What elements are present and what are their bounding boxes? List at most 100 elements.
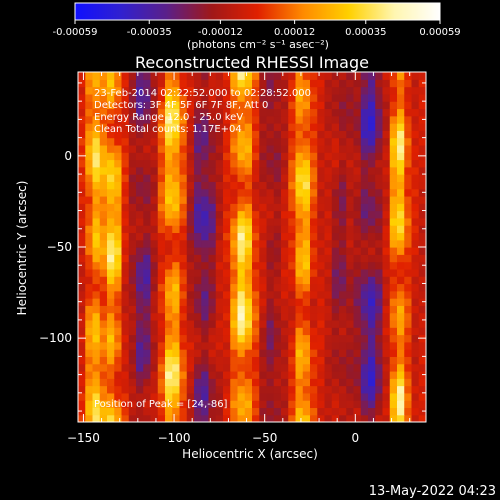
heatmap-cell bbox=[157, 137, 166, 146]
heatmap-cell bbox=[85, 137, 94, 146]
heatmap-cell bbox=[346, 414, 355, 422]
heatmap-cell bbox=[273, 407, 282, 416]
heatmap-cell bbox=[389, 159, 398, 168]
heatmap-cell bbox=[273, 152, 282, 161]
heatmap-cell bbox=[157, 72, 166, 80]
heatmap-cell bbox=[136, 195, 144, 204]
heatmap-cell bbox=[150, 407, 159, 416]
heatmap-cell bbox=[302, 72, 311, 80]
heatmap-cell bbox=[346, 174, 355, 182]
heatmap-cell bbox=[273, 327, 282, 336]
heatmap-cell bbox=[317, 385, 326, 394]
heatmap-cell bbox=[418, 101, 426, 110]
heatmap-cell bbox=[295, 407, 304, 416]
heatmap-cell bbox=[288, 210, 297, 219]
heatmap-cell bbox=[143, 349, 152, 357]
heatmap-cell bbox=[353, 276, 362, 285]
heatmap-cell bbox=[114, 203, 123, 212]
heatmap-cell bbox=[208, 188, 217, 197]
heatmap-cell bbox=[360, 203, 369, 212]
colorbar-tick-label: -0.00035 bbox=[127, 27, 172, 38]
heatmap-cell bbox=[99, 290, 108, 299]
heatmap-cell bbox=[128, 305, 137, 314]
heatmap-cell bbox=[404, 239, 413, 248]
heatmap-cell bbox=[295, 414, 304, 422]
heatmap-cell bbox=[237, 290, 246, 299]
heatmap-cell bbox=[92, 195, 101, 204]
heatmap-cell bbox=[172, 400, 181, 409]
heatmap-cell bbox=[215, 210, 224, 219]
heatmap-cell bbox=[215, 268, 224, 277]
heatmap-cell bbox=[339, 254, 347, 263]
heatmap-cell bbox=[252, 400, 260, 409]
heatmap-cell bbox=[230, 370, 239, 379]
heatmap-cell bbox=[165, 159, 173, 168]
heatmap-cell bbox=[259, 327, 268, 336]
heatmap-cell bbox=[266, 254, 275, 263]
heatmap-cell bbox=[346, 312, 355, 321]
colorbar-tick-label: 0.00059 bbox=[419, 27, 460, 38]
heatmap-cell bbox=[208, 261, 217, 270]
heatmap-cell bbox=[150, 370, 159, 379]
heatmap-cell bbox=[85, 385, 94, 394]
heatmap-cell bbox=[128, 115, 137, 124]
heatmap-cell bbox=[295, 174, 304, 182]
heatmap-cell bbox=[389, 414, 398, 422]
heatmap-cell bbox=[288, 225, 297, 234]
heatmap-cell bbox=[208, 290, 217, 299]
heatmap-cell bbox=[397, 254, 405, 263]
heatmap-cell bbox=[295, 283, 304, 292]
heatmap-cell bbox=[186, 210, 195, 219]
heatmap-cell bbox=[150, 188, 159, 197]
heatmap-cell bbox=[302, 305, 311, 314]
heatmap-cell bbox=[382, 232, 391, 241]
heatmap-cell bbox=[179, 188, 188, 197]
heatmap-cell bbox=[128, 210, 137, 219]
heatmap-cell bbox=[281, 203, 289, 212]
heatmap-cell bbox=[324, 268, 333, 277]
heatmap-cell bbox=[201, 159, 210, 168]
heatmap-cell bbox=[353, 363, 362, 372]
heatmap-cell bbox=[389, 86, 398, 95]
heatmap-cell bbox=[375, 247, 384, 255]
heatmap-cell bbox=[418, 349, 426, 357]
heatmap-cell bbox=[368, 123, 376, 131]
heatmap-cell bbox=[368, 276, 376, 285]
heatmap-cell bbox=[237, 174, 246, 182]
heatmap-cell bbox=[157, 414, 166, 422]
heatmap-cell bbox=[418, 166, 426, 175]
heatmap-cell bbox=[208, 400, 217, 409]
heatmap-cell bbox=[404, 363, 413, 372]
heatmap-cell bbox=[295, 181, 304, 190]
heatmap-cell bbox=[295, 385, 304, 394]
heatmap-cell bbox=[143, 407, 152, 416]
heatmap-cell bbox=[157, 290, 166, 299]
heatmap-cell bbox=[150, 327, 159, 336]
heatmap-cell bbox=[317, 93, 326, 102]
heatmap-cell bbox=[121, 392, 130, 401]
heatmap-cell bbox=[310, 152, 318, 161]
heatmap-cell bbox=[172, 181, 181, 190]
heatmap-cell bbox=[208, 203, 217, 212]
heatmap-cell bbox=[157, 101, 166, 110]
heatmap-cell bbox=[99, 254, 108, 263]
heatmap-cell bbox=[85, 268, 94, 277]
heatmap-cell bbox=[317, 305, 326, 314]
heatmap-cell bbox=[92, 108, 101, 117]
heatmap-cell bbox=[389, 79, 398, 88]
heatmap-cell bbox=[273, 79, 282, 88]
heatmap-cell bbox=[107, 349, 115, 357]
heatmap-cell bbox=[346, 261, 355, 270]
heatmap-cell bbox=[201, 349, 210, 357]
heatmap-cell bbox=[114, 123, 123, 131]
heatmap-cell bbox=[252, 86, 260, 95]
heatmap-cell bbox=[186, 385, 195, 394]
heatmap-cell bbox=[389, 400, 398, 409]
heatmap-cell bbox=[353, 392, 362, 401]
heatmap-cell bbox=[382, 203, 391, 212]
heatmap-cell bbox=[273, 385, 282, 394]
heatmap-cell bbox=[324, 174, 333, 182]
heatmap-cell bbox=[259, 239, 268, 248]
heatmap-cell bbox=[266, 239, 275, 248]
